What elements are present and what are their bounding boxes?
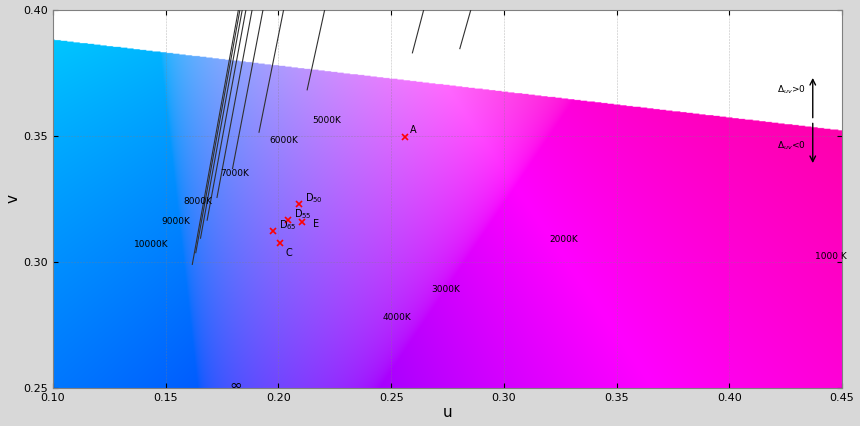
Text: E: E: [313, 219, 319, 230]
Text: D$_{65}$: D$_{65}$: [279, 218, 297, 232]
Text: 1000 K: 1000 K: [815, 252, 847, 261]
Text: 9000K: 9000K: [161, 217, 190, 226]
Text: D$_{55}$: D$_{55}$: [294, 207, 311, 222]
Text: 6000K: 6000K: [269, 136, 298, 145]
Text: $\Delta_{uv}$<0: $\Delta_{uv}$<0: [777, 139, 806, 152]
X-axis label: u: u: [443, 406, 452, 420]
Text: 4000K: 4000K: [382, 313, 411, 322]
Text: 3000K: 3000K: [432, 285, 461, 294]
Text: 8000K: 8000K: [184, 197, 212, 206]
Text: ∞: ∞: [230, 378, 243, 393]
Text: D$_{50}$: D$_{50}$: [304, 191, 322, 205]
Text: $\Delta_{uv}$>0: $\Delta_{uv}$>0: [777, 84, 806, 96]
Text: 5000K: 5000K: [312, 116, 341, 125]
Text: C: C: [286, 248, 292, 258]
Text: 2000K: 2000K: [549, 235, 578, 244]
Text: A: A: [410, 125, 417, 135]
Text: 7000K: 7000K: [220, 169, 249, 178]
Y-axis label: v: v: [5, 194, 21, 203]
Text: 10000K: 10000K: [134, 239, 169, 249]
